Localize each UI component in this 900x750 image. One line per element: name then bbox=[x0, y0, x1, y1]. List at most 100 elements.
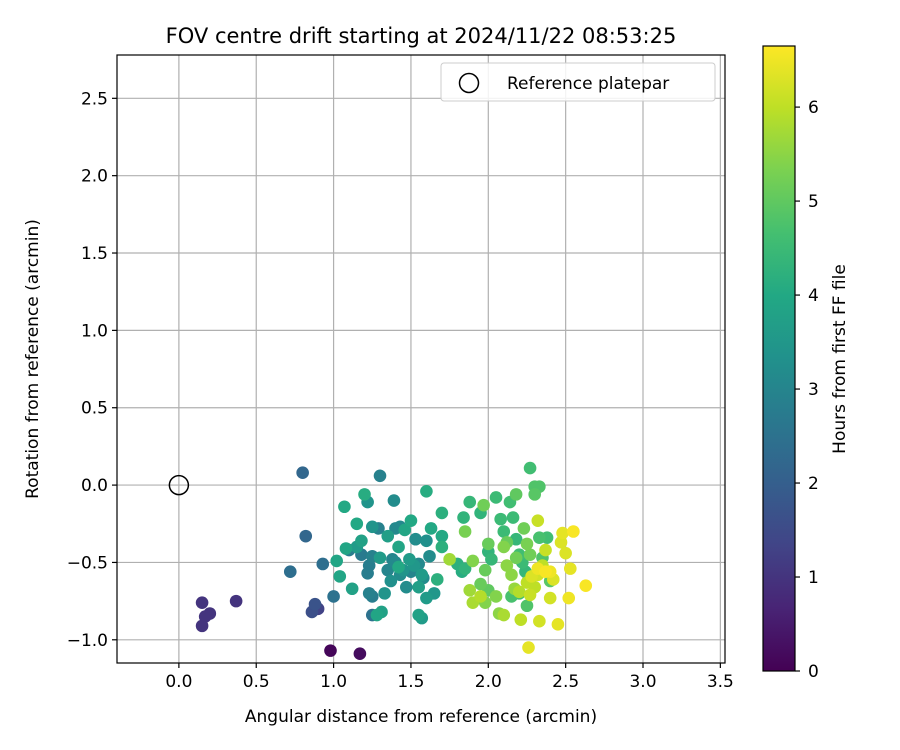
y-tick-label: 0.0 bbox=[81, 476, 108, 496]
data-point bbox=[539, 565, 552, 579]
data-point bbox=[400, 580, 413, 594]
colorbar-tick-label: 4 bbox=[808, 286, 819, 306]
data-point bbox=[420, 591, 433, 605]
data-point bbox=[489, 590, 503, 603]
data-point bbox=[362, 587, 376, 600]
data-point bbox=[435, 506, 449, 520]
plot-area bbox=[116, 54, 726, 664]
data-point bbox=[296, 466, 309, 480]
data-point bbox=[338, 500, 351, 514]
data-point bbox=[497, 608, 511, 622]
legend-entry-reference: Reference platepar bbox=[507, 74, 669, 94]
x-tick-label: 1.0 bbox=[320, 672, 347, 692]
x-tick-label: 3.0 bbox=[629, 672, 656, 692]
y-tick-label: 0.5 bbox=[81, 399, 108, 419]
data-point bbox=[365, 520, 379, 534]
data-point bbox=[523, 548, 537, 562]
data-point bbox=[506, 511, 520, 524]
data-point bbox=[528, 488, 542, 501]
data-point bbox=[457, 511, 470, 524]
data-point bbox=[500, 559, 514, 572]
data-point bbox=[463, 495, 477, 509]
legend: Reference platepar bbox=[440, 62, 716, 102]
y-tick-label: −1.0 bbox=[67, 631, 108, 651]
data-point bbox=[556, 526, 569, 540]
data-point bbox=[412, 608, 425, 622]
data-point bbox=[330, 554, 343, 568]
reference-marker bbox=[168, 474, 190, 496]
legend-box bbox=[440, 62, 716, 102]
data-point bbox=[517, 522, 531, 535]
data-point bbox=[533, 614, 546, 628]
data-point bbox=[324, 644, 337, 657]
data-point bbox=[520, 537, 534, 551]
data-point bbox=[339, 542, 353, 555]
colorbar-ticks: 0 1 2 3 4 5 6 bbox=[795, 98, 819, 682]
y-axis-ticks: −1.0 −0.5 0.0 0.5 1.0 1.5 2.0 2.5 bbox=[67, 89, 117, 651]
x-axis-ticks: 0.0 0.5 1.0 1.5 2.0 2.5 3.0 3.5 bbox=[165, 663, 734, 692]
x-tick-label: 0.0 bbox=[165, 672, 192, 692]
data-point bbox=[424, 522, 438, 535]
data-point bbox=[415, 568, 429, 582]
data-point bbox=[398, 523, 412, 537]
data-point bbox=[478, 563, 492, 577]
y-tick-label: 1.5 bbox=[81, 244, 108, 264]
data-point bbox=[567, 525, 580, 538]
data-point bbox=[531, 514, 545, 527]
data-point bbox=[554, 536, 568, 549]
x-tick-label: 3.5 bbox=[707, 672, 734, 692]
data-point bbox=[443, 553, 456, 566]
data-point bbox=[299, 529, 313, 543]
y-tick-label: −0.5 bbox=[67, 553, 108, 573]
data-point bbox=[333, 570, 347, 583]
colorbar-tick-label: 6 bbox=[808, 98, 819, 118]
data-point bbox=[520, 599, 534, 613]
data-point bbox=[563, 562, 577, 575]
data-point bbox=[316, 557, 330, 571]
colorbar-tick-label: 1 bbox=[808, 568, 819, 588]
data-point bbox=[559, 546, 572, 560]
data-point bbox=[466, 554, 480, 568]
x-axis-label: Angular distance from reference (arcmin) bbox=[245, 707, 597, 727]
data-point bbox=[373, 469, 387, 483]
colorbar-tick-label: 2 bbox=[808, 474, 819, 494]
data-point bbox=[474, 577, 487, 591]
data-point bbox=[283, 565, 297, 579]
data-point bbox=[373, 551, 387, 565]
chart-title: FOV centre drift starting at 2024/11/22 … bbox=[166, 24, 677, 48]
colorbar-tick-label: 3 bbox=[808, 380, 819, 400]
y-axis-label: Rotation from reference (arcmin) bbox=[23, 219, 43, 499]
data-point bbox=[494, 512, 507, 526]
data-point bbox=[497, 525, 511, 538]
data-point bbox=[361, 566, 374, 580]
data-point bbox=[423, 549, 436, 563]
data-point bbox=[435, 529, 449, 543]
data-point bbox=[522, 641, 535, 654]
data-point bbox=[523, 461, 537, 475]
data-point bbox=[579, 579, 593, 592]
data-point bbox=[458, 562, 472, 575]
data-point bbox=[512, 585, 526, 599]
legend-reference-icon bbox=[458, 72, 480, 94]
plot-frame bbox=[116, 54, 726, 664]
colorbar-tick-label: 5 bbox=[808, 192, 819, 212]
y-tick-label: 2.0 bbox=[81, 167, 108, 187]
data-point bbox=[327, 590, 340, 603]
data-point bbox=[551, 618, 565, 631]
x-tick-label: 1.5 bbox=[397, 672, 424, 692]
data-point bbox=[353, 647, 367, 661]
data-point bbox=[539, 543, 552, 557]
data-point bbox=[523, 588, 537, 602]
data-point bbox=[485, 553, 498, 566]
data-point bbox=[543, 591, 557, 605]
data-point bbox=[392, 540, 405, 554]
data-point bbox=[384, 574, 398, 588]
data-point bbox=[497, 540, 511, 554]
data-point bbox=[308, 597, 322, 611]
data-point bbox=[562, 591, 576, 605]
x-tick-label: 0.5 bbox=[243, 672, 270, 692]
data-point bbox=[345, 582, 359, 596]
colorbar: 0 1 2 3 4 5 6 Hours from first FF file bbox=[762, 45, 850, 682]
data-point bbox=[412, 580, 425, 594]
data-point bbox=[229, 594, 243, 608]
